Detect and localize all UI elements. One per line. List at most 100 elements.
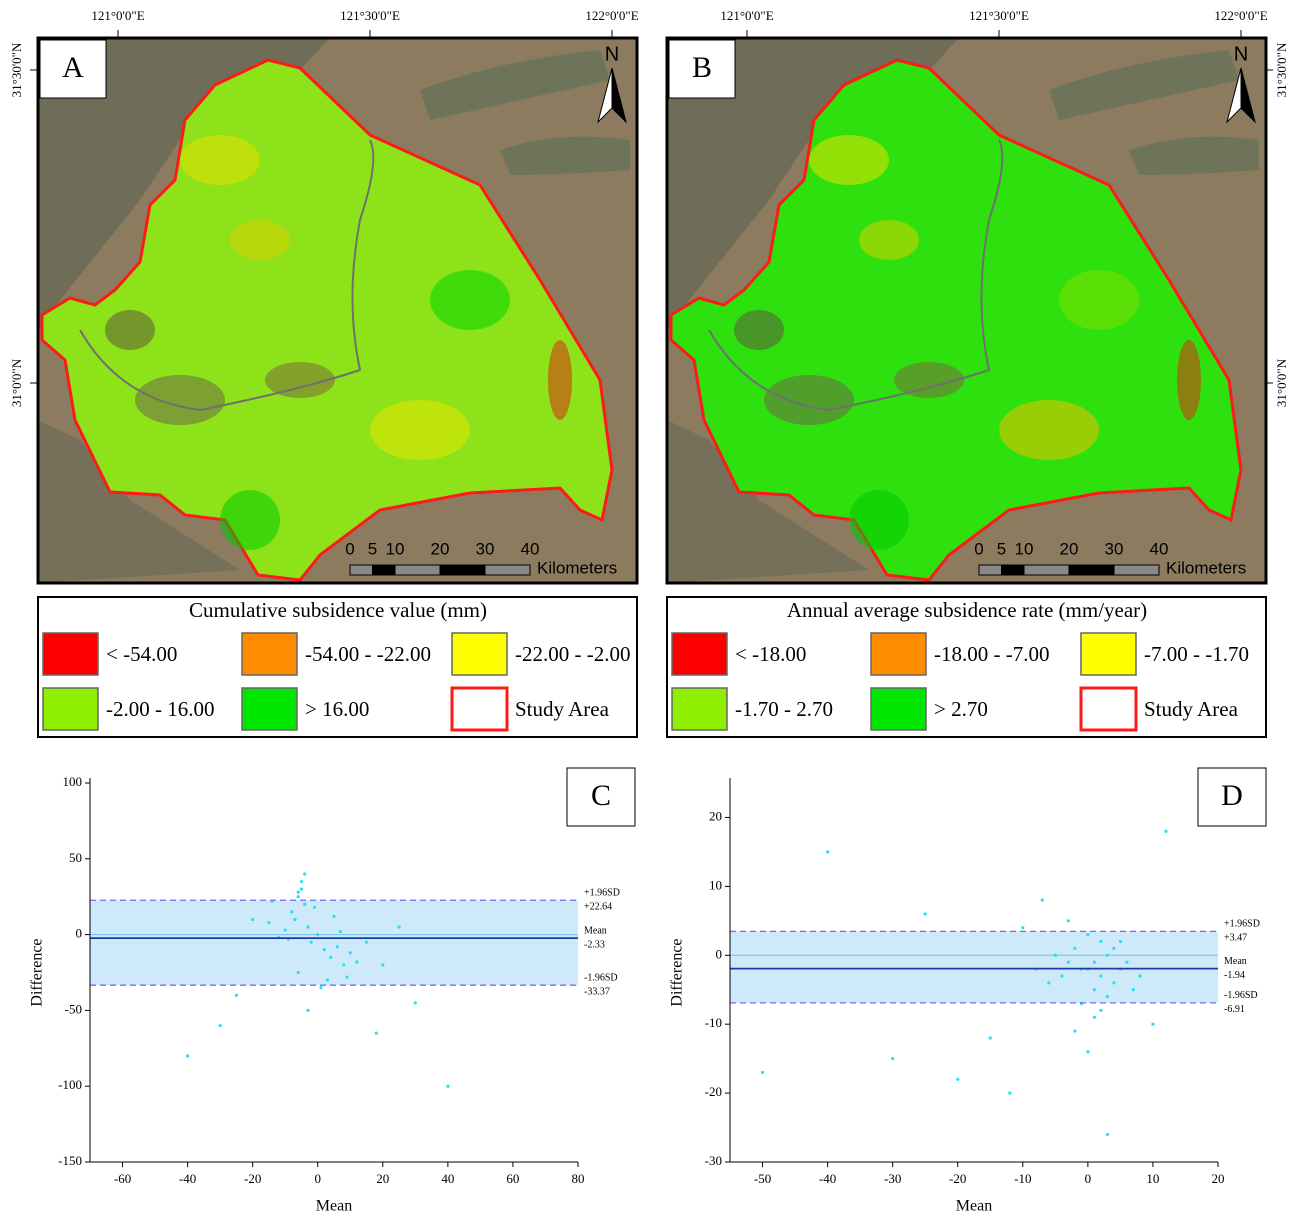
legend-swatch — [242, 688, 297, 730]
scale-label: 5 — [368, 539, 377, 558]
scatter-point — [365, 941, 368, 944]
x-axis-title: Mean — [956, 1198, 992, 1215]
legend-label: Study Area — [1144, 697, 1239, 721]
scale-label: 10 — [1015, 539, 1034, 558]
reference-title: -1.96SD — [1224, 990, 1258, 1001]
scatter-point — [267, 921, 270, 924]
texture — [1177, 340, 1201, 420]
x-tick-label: 20 — [376, 1171, 389, 1186]
scatter-point — [1099, 974, 1102, 977]
scatter-point — [1093, 961, 1096, 964]
legend-swatch — [871, 633, 926, 675]
scatter-point — [1021, 926, 1024, 929]
scatter-point — [186, 1054, 189, 1057]
x-tick-label: -10 — [1014, 1171, 1031, 1186]
legend-label: -18.00 - -7.00 — [934, 642, 1049, 666]
reference-title: +1.96SD — [1224, 919, 1260, 930]
scatter-point — [219, 1024, 222, 1027]
y-tick-label: 10 — [709, 877, 722, 892]
reference-value: -33.37 — [584, 986, 610, 997]
scatter-point — [342, 963, 345, 966]
scatter-point — [1086, 1050, 1089, 1053]
scatter-point — [1132, 988, 1135, 991]
legend-label: -7.00 - -1.70 — [1144, 642, 1249, 666]
y-axis-title: Difference — [669, 938, 686, 1006]
scale-label: 20 — [1060, 539, 1079, 558]
scatter-point — [1060, 974, 1063, 977]
scale-label: 0 — [345, 539, 354, 558]
scale-label: 40 — [521, 539, 540, 558]
x-tick-label: -50 — [754, 1171, 771, 1186]
scale-label: 30 — [476, 539, 495, 558]
scale-unit: Kilometers — [537, 558, 617, 577]
scatter-point — [1073, 947, 1076, 950]
x-tick-label: -60 — [114, 1171, 131, 1186]
scatter-point — [1067, 961, 1070, 964]
scatter-point — [1106, 954, 1109, 957]
legend-label: Study Area — [515, 697, 610, 721]
texture — [809, 135, 889, 185]
x-tick-label: -40 — [819, 1171, 836, 1186]
scatter-point — [1099, 940, 1102, 943]
scatter-point — [323, 948, 326, 951]
scatter-point — [345, 975, 348, 978]
scatter-point — [293, 918, 296, 921]
y-tick-label: -150 — [58, 1153, 82, 1168]
texture — [849, 490, 909, 550]
scatter-point — [397, 925, 400, 928]
y-tick-label: 50 — [69, 850, 82, 865]
scatter-point — [1106, 1133, 1109, 1136]
texture — [430, 270, 510, 330]
scatter-point — [1099, 1009, 1102, 1012]
scale-segment — [350, 565, 373, 575]
scatter-point — [1125, 961, 1128, 964]
reference-title: Mean — [584, 925, 607, 936]
panel-label: C — [591, 779, 611, 812]
texture — [230, 220, 290, 260]
scatter-point — [1151, 1023, 1154, 1026]
scatter-point — [826, 850, 829, 853]
scatter-point — [924, 912, 927, 915]
reference-value: -6.91 — [1224, 1004, 1245, 1015]
legend-swatch — [43, 688, 98, 730]
scatter-point — [381, 963, 384, 966]
scatter-point — [1112, 947, 1115, 950]
scatter-point — [1047, 981, 1050, 984]
scatter-point — [306, 925, 309, 928]
x-tick-label: 0 — [1085, 1171, 1092, 1186]
y-tick-label: 0 — [76, 926, 83, 941]
scatter-point — [375, 1032, 378, 1035]
scatter-point — [1138, 974, 1141, 977]
y-tick-label: 0 — [716, 946, 723, 961]
x-tick-label: 10 — [1146, 1171, 1159, 1186]
scatter-point — [303, 903, 306, 906]
x-tick-label: -20 — [244, 1171, 261, 1186]
scatter-point — [319, 986, 322, 989]
texture — [859, 220, 919, 260]
scatter-point — [1041, 899, 1044, 902]
legend-swatch — [452, 688, 507, 730]
scatter-point — [310, 941, 313, 944]
texture — [220, 490, 280, 550]
legend-label: -22.00 - -2.00 — [515, 642, 630, 666]
texture — [734, 310, 784, 350]
scatter-point — [303, 872, 306, 875]
scale-segment — [1114, 565, 1159, 575]
legend-swatch — [242, 633, 297, 675]
scale-label: 0 — [974, 539, 983, 558]
lat-label: 31°30'0"N — [1274, 42, 1289, 97]
agreement-band — [730, 931, 1218, 1003]
scatter-point — [284, 928, 287, 931]
y-tick-label: 100 — [63, 774, 83, 789]
legend-swatch — [672, 688, 727, 730]
scatter-point — [316, 933, 319, 936]
legend-title: Annual average subsidence rate (mm/year) — [787, 598, 1147, 622]
scatter-point — [297, 971, 300, 974]
scatter-point — [1067, 919, 1070, 922]
y-tick-label: -100 — [58, 1077, 82, 1092]
scale-label: 40 — [1150, 539, 1169, 558]
x-tick-label: -40 — [179, 1171, 196, 1186]
scatter-point — [355, 960, 358, 963]
scatter-point — [297, 895, 300, 898]
panel-label: D — [1221, 779, 1243, 812]
